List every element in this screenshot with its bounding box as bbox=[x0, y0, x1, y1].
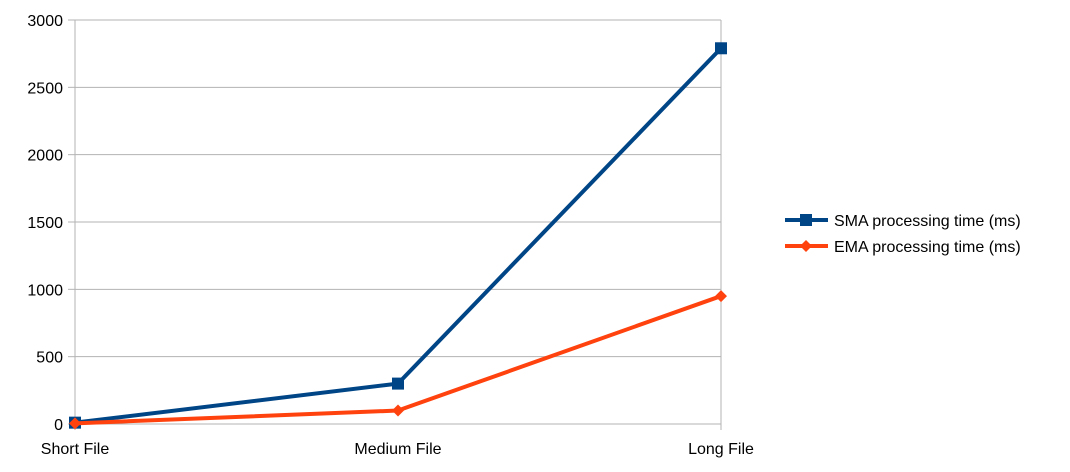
y-tick-labels: 0 500 1000 1500 2000 2500 3000 bbox=[27, 13, 63, 434]
x-tick-label: Long File bbox=[688, 441, 754, 458]
legend-label: SMA processing time (ms) bbox=[834, 213, 1021, 230]
data-point bbox=[392, 377, 404, 390]
series-line bbox=[74, 294, 722, 426]
legend-label: EMA processing time (ms) bbox=[834, 239, 1021, 256]
x-tick-labels: Short File Medium File Long File bbox=[41, 441, 754, 458]
series-sma bbox=[69, 42, 727, 429]
data-point bbox=[69, 417, 81, 430]
data-point bbox=[715, 290, 727, 303]
series-line bbox=[74, 46, 723, 425]
y-tick-label: 1000 bbox=[27, 282, 63, 299]
x-tick-label: Short File bbox=[41, 441, 110, 458]
y-tick-label: 2000 bbox=[27, 148, 63, 165]
y-tick-label: 3000 bbox=[27, 13, 63, 30]
legend-marker bbox=[800, 240, 812, 252]
legend-entry: SMA processing time (ms) bbox=[785, 213, 1021, 230]
y-tick-label: 2500 bbox=[27, 80, 63, 97]
legend-entry: EMA processing time (ms) bbox=[785, 239, 1021, 256]
axes bbox=[68, 19, 722, 430]
data-point bbox=[715, 42, 727, 55]
legend-marker bbox=[800, 214, 812, 226]
y-tick-label: 500 bbox=[36, 350, 63, 367]
grid-lines bbox=[75, 19, 721, 358]
y-tick-label: 1500 bbox=[27, 215, 63, 232]
series-ema bbox=[69, 290, 727, 430]
y-tick-label: 0 bbox=[54, 417, 63, 434]
x-tick-label: Medium File bbox=[354, 441, 441, 458]
legend: SMA processing time (ms) EMA processing t… bbox=[785, 213, 1021, 256]
series bbox=[69, 42, 727, 430]
data-point bbox=[392, 404, 404, 417]
